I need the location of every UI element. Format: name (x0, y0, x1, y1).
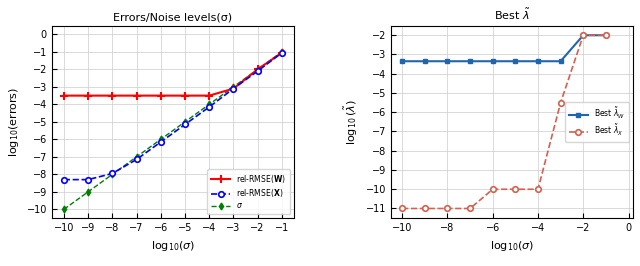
rel-RMSE($\mathbf{X}$) (157, 140, 164, 144)
Legend: rel-RMSE($\mathbf{W}$), rel-RMSE($\mathbf{X}$), $\sigma$: rel-RMSE($\mathbf{W}$), rel-RMSE($\mathb… (207, 169, 290, 214)
$\sigma$ (60, 208, 68, 211)
Line: $\sigma$: $\sigma$ (61, 49, 284, 212)
Best $\tilde{\lambda}_X$ (421, 207, 429, 210)
$\sigma$ (108, 173, 116, 176)
Best $\tilde{\lambda}_X$ (398, 207, 406, 210)
rel-RMSE($\mathbf{W}$) (254, 68, 262, 71)
rel-RMSE($\mathbf{X}$) (84, 178, 92, 181)
X-axis label: $\mathrm{log}_{10}(\sigma)$: $\mathrm{log}_{10}(\sigma)$ (490, 239, 534, 252)
Best $\tilde{\lambda}_W$ (511, 60, 519, 63)
Best $\tilde{\lambda}_X$ (557, 101, 564, 104)
rel-RMSE($\mathbf{W}$) (108, 94, 116, 97)
rel-RMSE($\mathbf{X}$) (181, 123, 189, 126)
rel-RMSE($\mathbf{X}$) (108, 172, 116, 175)
$\sigma$ (132, 155, 140, 159)
rel-RMSE($\mathbf{W}$) (60, 94, 68, 97)
rel-RMSE($\mathbf{W}$) (230, 87, 237, 90)
rel-RMSE($\mathbf{W}$) (181, 94, 189, 97)
Best $\tilde{\lambda}_W$ (466, 60, 474, 63)
Best $\tilde{\lambda}_W$ (444, 60, 451, 63)
Line: Best $\tilde{\lambda}_X$: Best $\tilde{\lambda}_X$ (399, 32, 609, 211)
Best $\tilde{\lambda}_W$ (489, 60, 497, 63)
Line: rel-RMSE($\mathbf{W}$): rel-RMSE($\mathbf{W}$) (60, 49, 286, 100)
Best $\tilde{\lambda}_W$ (602, 34, 610, 37)
Best $\tilde{\lambda}_W$ (398, 60, 406, 63)
Best $\tilde{\lambda}_X$ (466, 207, 474, 210)
Legend: Best $\tilde{\lambda}_W$, Best $\tilde{\lambda}_X$: Best $\tilde{\lambda}_W$, Best $\tilde{\… (565, 102, 629, 142)
Best $\tilde{\lambda}_W$ (579, 34, 587, 37)
Best $\tilde{\lambda}_W$ (421, 60, 429, 63)
X-axis label: $\mathrm{log}_{10}(\sigma)$: $\mathrm{log}_{10}(\sigma)$ (151, 239, 195, 252)
Best $\tilde{\lambda}_X$ (579, 34, 587, 37)
rel-RMSE($\mathbf{W}$) (84, 94, 92, 97)
Line: Best $\tilde{\lambda}_W$: Best $\tilde{\lambda}_W$ (400, 33, 609, 64)
$\sigma$ (278, 50, 285, 53)
rel-RMSE($\mathbf{X}$) (205, 105, 213, 109)
rel-RMSE($\mathbf{W}$) (132, 94, 140, 97)
$\sigma$ (205, 103, 213, 106)
Best $\tilde{\lambda}_X$ (444, 207, 451, 210)
Best $\tilde{\lambda}_W$ (557, 60, 564, 63)
rel-RMSE($\mathbf{X}$) (230, 87, 237, 90)
Best $\tilde{\lambda}_X$ (602, 34, 610, 37)
Best $\tilde{\lambda}_X$ (534, 188, 542, 191)
$\sigma$ (254, 68, 262, 71)
rel-RMSE($\mathbf{X}$) (254, 69, 262, 73)
Title: Best $\tilde{\lambda}$: Best $\tilde{\lambda}$ (493, 7, 530, 22)
rel-RMSE($\mathbf{X}$) (60, 178, 68, 181)
Best $\tilde{\lambda}_W$ (534, 60, 542, 63)
$\sigma$ (230, 85, 237, 89)
rel-RMSE($\mathbf{W}$) (205, 94, 213, 97)
rel-RMSE($\mathbf{W}$) (278, 51, 285, 54)
Y-axis label: $\log_{10}(\tilde{\lambda})$: $\log_{10}(\tilde{\lambda})$ (343, 99, 360, 145)
Best $\tilde{\lambda}_X$ (511, 188, 519, 191)
Best $\tilde{\lambda}_X$ (489, 188, 497, 191)
Line: rel-RMSE($\mathbf{X}$): rel-RMSE($\mathbf{X}$) (61, 50, 285, 182)
rel-RMSE($\mathbf{X}$) (132, 158, 140, 161)
$\sigma$ (181, 120, 189, 123)
$\sigma$ (157, 138, 164, 141)
rel-RMSE($\mathbf{X}$) (278, 51, 285, 54)
Y-axis label: $\mathrm{log}_{10}(\mathrm{errors})$: $\mathrm{log}_{10}(\mathrm{errors})$ (7, 87, 21, 157)
Title: Errors/Noise levels(σ): Errors/Noise levels(σ) (113, 12, 232, 22)
$\sigma$ (84, 190, 92, 193)
rel-RMSE($\mathbf{W}$) (157, 94, 164, 97)
